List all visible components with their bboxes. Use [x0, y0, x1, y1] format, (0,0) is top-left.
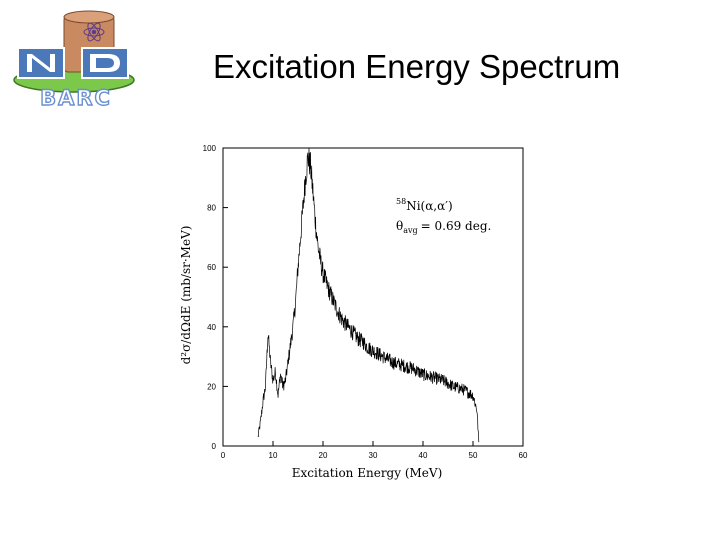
- angle-value: = 0.69 deg.: [421, 219, 492, 233]
- y-tick-label: 80: [207, 204, 216, 213]
- nd-barc-logo: ND BARC: [13, 10, 135, 108]
- spectrum-chart: 0 10 20 30 40 50 60 0 20 40 60 80 100 Excitation En…: [170, 140, 540, 490]
- plot-frame: [222, 147, 524, 447]
- y-tick-label: 20: [207, 382, 216, 391]
- y-axis-title: d²σ/dΩdE (mb/sr·MeV): [179, 226, 193, 365]
- svg-text:58Ni(α,α′): 58Ni(α,α′): [396, 197, 453, 213]
- x-tick-label: 60: [519, 451, 528, 460]
- x-tick-label: 20: [319, 451, 328, 460]
- svg-text:θavg= 0.69 deg.: θavg = 0.69 deg.: [396, 219, 491, 235]
- angle-symbol: θ: [396, 219, 403, 233]
- x-axis-title: Excitation Energy (MeV): [292, 466, 443, 480]
- angle-subscript: avg: [403, 226, 417, 235]
- logo-d-tile: [81, 47, 129, 79]
- y-tick-label: 0: [212, 442, 217, 451]
- spectrum-series-line: [257, 148, 480, 443]
- x-tick-label: 50: [469, 451, 478, 460]
- x-tick-label: 30: [369, 451, 378, 460]
- y-tick-label: 100: [203, 144, 217, 153]
- logo-barc-text: BARC: [40, 86, 112, 108]
- y-tick-label: 40: [207, 323, 216, 332]
- x-tick-label: 40: [419, 451, 428, 460]
- reaction-annotation: 58Ni(α,α′) θavg = 0.69 deg.: [396, 197, 491, 235]
- chart-svg: 0 10 20 30 40 50 60 0 20 40 60 80 100 Excitation En…: [179, 144, 528, 480]
- reaction-label: Ni(α,α′): [406, 199, 452, 213]
- x-tick-label: 10: [269, 451, 278, 460]
- y-tick-label: 60: [207, 263, 216, 272]
- slide-title: Excitation Energy Spectrum: [213, 48, 621, 85]
- logo-n-tile: ND: [17, 47, 65, 79]
- atom-icon: [83, 22, 105, 42]
- x-tick-label: 0: [221, 451, 226, 460]
- reaction-mass-number: 58: [396, 197, 406, 206]
